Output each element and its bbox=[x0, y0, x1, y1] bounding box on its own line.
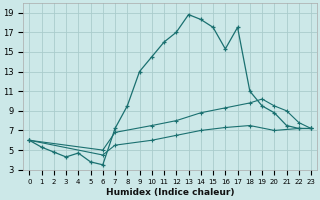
X-axis label: Humidex (Indice chaleur): Humidex (Indice chaleur) bbox=[106, 188, 235, 197]
